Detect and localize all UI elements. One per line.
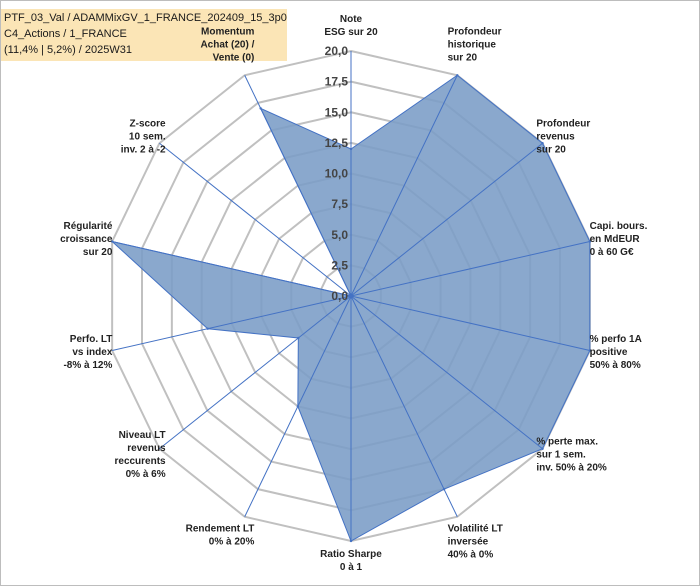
spoke-line — [159, 295, 352, 450]
axis-label: Ratio Sharpe 0 à 1 — [320, 549, 382, 573]
spoke-line — [244, 75, 352, 297]
title-line-3: (11,4% | 5,2%) / 2025W31 — [4, 44, 132, 56]
spoke-line — [350, 142, 543, 297]
axis-label: Note ESG sur 20 — [324, 14, 378, 38]
axis-label: Profondeur revenus sur 20 — [536, 119, 590, 156]
data-point — [206, 327, 209, 330]
data-point — [588, 349, 592, 352]
axis-label: Régularité croissance sur 20 — [60, 221, 113, 258]
spoke-line — [350, 295, 590, 352]
axis-label: Momentum Achat (20) / Vente (0) — [200, 26, 254, 63]
data-point — [349, 147, 353, 151]
data-point — [456, 74, 459, 77]
spoke-line — [350, 295, 543, 450]
tick-label: 2,5 — [331, 258, 348, 272]
title-line-1: PTF_03_Val / ADAMMixGV_1_FRANCE_202409_1… — [4, 12, 287, 24]
data-point — [442, 487, 446, 491]
axis-label: Rendement LT 0% à 20% — [186, 524, 255, 548]
data-point — [296, 405, 300, 408]
tick-label: 5,0 — [331, 228, 348, 242]
tick-label: 0,0 — [331, 289, 348, 303]
axis-label: Niveau LT revenus reccurents 0% à 6% — [114, 430, 166, 480]
chart-title-box: PTF_03_Val / ADAMMixGV_1_FRANCE_202409_1… — [1, 9, 287, 61]
axis-label: Volatilité LT inversée 40% à 0% — [448, 524, 503, 561]
axis-label: Perfo. LT vs index -8% à 12% — [63, 334, 112, 371]
spoke-line — [350, 75, 458, 297]
spoke-line — [350, 295, 458, 517]
title-line-2: C4_Actions / 1_FRANCE — [4, 28, 127, 40]
tick-label: 10,0 — [325, 167, 349, 181]
data-point — [588, 240, 592, 243]
axis-label: Profondeur historique sur 20 — [448, 26, 502, 63]
data-point — [110, 240, 114, 243]
data-point — [541, 447, 544, 450]
spoke-line — [112, 295, 352, 352]
spoke-line — [159, 142, 352, 297]
data-point — [349, 294, 353, 298]
tick-label: 12,5 — [325, 136, 349, 150]
tick-label: 17,5 — [325, 75, 349, 89]
axis-label: Capi. bours. en MdEUR 0 à 60 G€ — [590, 221, 648, 258]
data-point — [297, 336, 300, 340]
tick-label: 15,0 — [325, 105, 349, 119]
tick-label: 20,0 — [325, 44, 349, 58]
tick-label: 7,5 — [331, 197, 348, 211]
spoke-line — [350, 240, 590, 297]
axis-label: Z-score 10 sem. inv. 2 à -2 — [121, 119, 166, 156]
data-point — [259, 107, 262, 110]
spoke-line — [112, 240, 352, 297]
data-point — [541, 142, 544, 145]
data-point — [349, 539, 353, 543]
axis-label: % perte max. sur 1 sem. inv. 50% à 20% — [536, 436, 607, 473]
axis-label: % perfo 1A positive 50% à 80% — [590, 334, 642, 371]
